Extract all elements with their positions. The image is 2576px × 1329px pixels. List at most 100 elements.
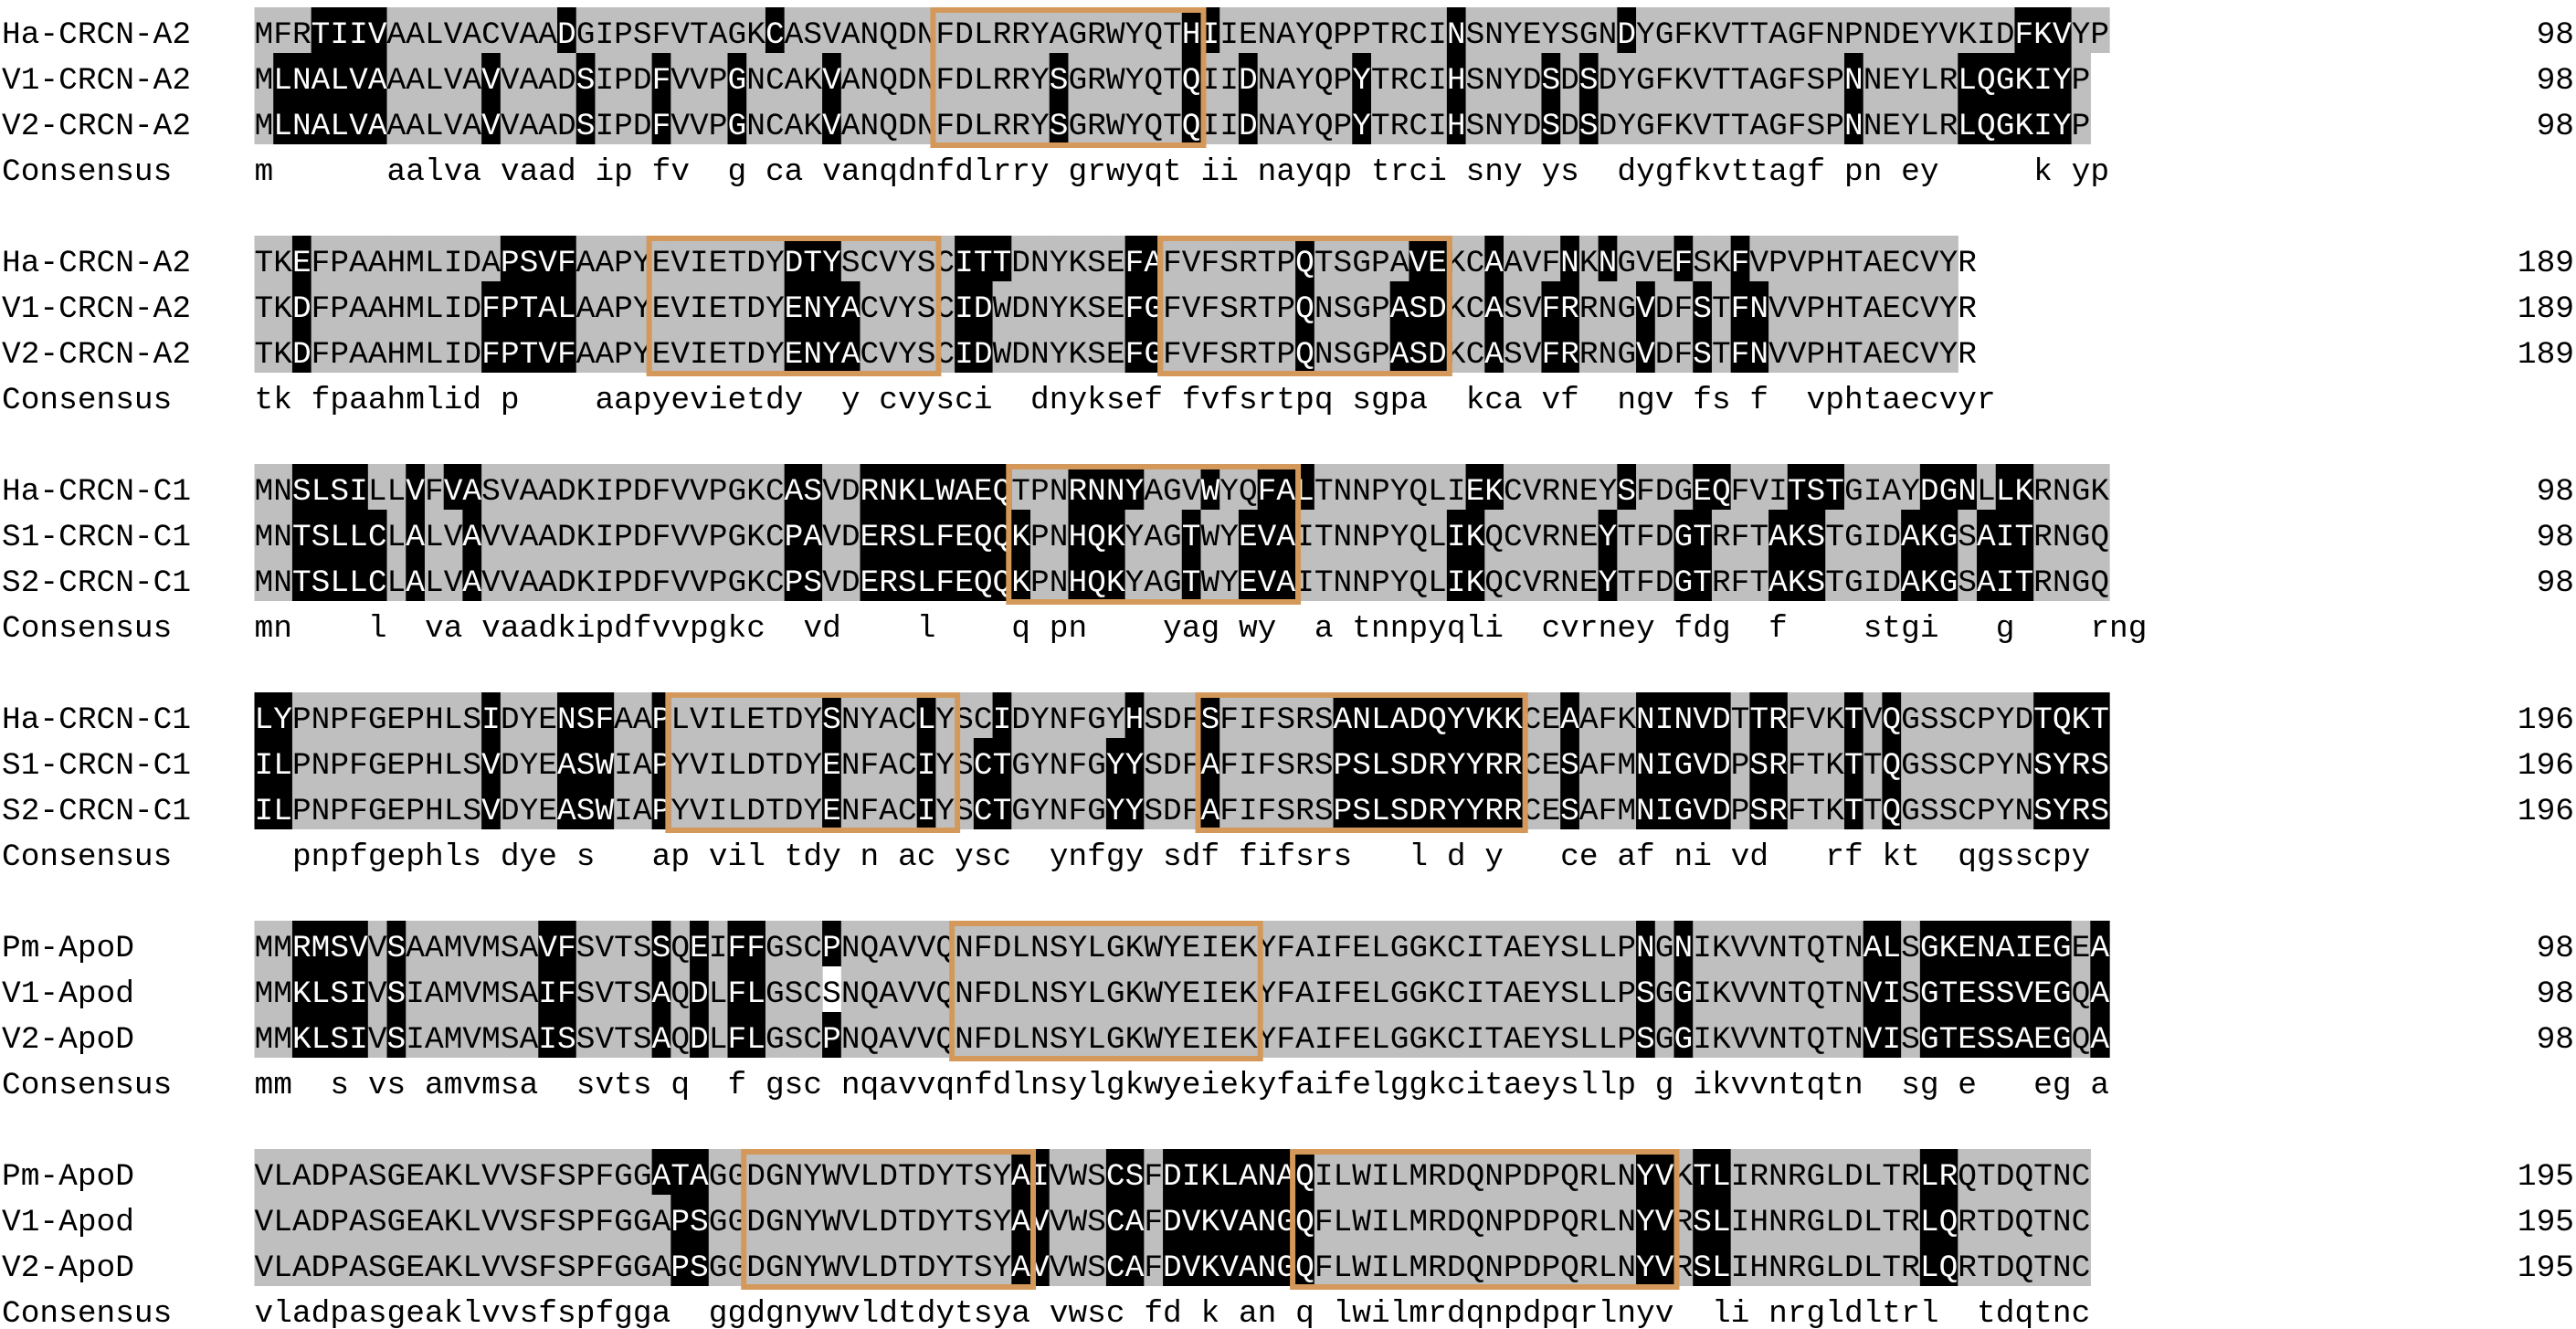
residue: D [1655, 520, 1674, 555]
residue: F [974, 931, 993, 966]
consensus-residue: f [1087, 839, 1106, 875]
residue-count: 98 [2537, 63, 2574, 99]
residue: A [1504, 1022, 1523, 1058]
residue: L [709, 1022, 728, 1058]
identical-residue-shade [2052, 53, 2073, 99]
residue: L [860, 1205, 880, 1240]
consensus-residue: v [822, 154, 841, 190]
consensus-residue: q [1144, 154, 1163, 190]
residue: S [1579, 63, 1599, 99]
similar-residue-shade [1636, 99, 1656, 144]
residue: S [1560, 1022, 1579, 1058]
residue: K [1712, 931, 1731, 966]
consensus-residue: e [2033, 1068, 2053, 1103]
residue: S [368, 1205, 387, 1240]
residue: N [955, 1022, 974, 1058]
residue: C [974, 702, 993, 738]
residue: Y [1352, 109, 1371, 144]
residue: R [1788, 1250, 1807, 1286]
residue: N [1768, 931, 1788, 966]
consensus-residue: a [444, 611, 463, 647]
residue: R [1087, 17, 1106, 53]
residue: H [1825, 246, 1844, 281]
consensus-residue: i [1428, 154, 1447, 190]
residue: K [2014, 63, 2033, 99]
residue: V [917, 931, 936, 966]
residue-count: 98 [2537, 109, 2574, 144]
residue: Q [1314, 63, 1334, 99]
identical-residue-shade [1352, 99, 1372, 144]
residue: I [709, 794, 728, 829]
residue: L [1920, 109, 1939, 144]
residue: V [501, 1205, 520, 1240]
consensus-residue: v [462, 1068, 481, 1103]
residue: S [690, 1205, 709, 1240]
residue: S [1334, 337, 1353, 373]
residue: V [1939, 17, 1958, 53]
consensus-residue: v [670, 611, 690, 647]
similar-residue-shade [1124, 7, 1145, 53]
similar-residue-shade [614, 7, 634, 53]
residue: D [1163, 1205, 1182, 1240]
consensus-residue: t [785, 839, 804, 875]
residue: G [709, 1250, 728, 1286]
residue: A [462, 565, 481, 601]
residue-count: 196 [2518, 794, 2574, 829]
identical-residue-shade [2052, 7, 2073, 53]
residue: N [841, 931, 860, 966]
residue: R [1579, 1250, 1599, 1286]
residue: D [1523, 109, 1542, 144]
consensus-residue: e [1901, 383, 1920, 418]
residue: C [1447, 1022, 1466, 1058]
residue: Y [935, 748, 955, 784]
residue: A [368, 337, 387, 373]
residue: I [1731, 1159, 1750, 1195]
residue: V [841, 1205, 860, 1240]
residue: Y [1125, 794, 1145, 829]
similar-residue-shade [1749, 7, 1769, 53]
residue: T [1484, 931, 1504, 966]
residue: A [1276, 17, 1295, 53]
consensus-residue: l [425, 154, 444, 190]
residue: N [1768, 1159, 1788, 1195]
residue: G [633, 1159, 652, 1195]
sequence-row: S2-CRCN-C1 I L P N P F G E P H L S V D Y E A S W I A P Y V I L D T D Y… [2, 784, 2574, 829]
residue: L [917, 520, 936, 555]
similar-residue-shade [1598, 99, 1618, 144]
residue: A [349, 246, 368, 281]
residue: A [1390, 337, 1409, 373]
consensus-residue: n [1863, 154, 1883, 190]
alignment-block: Ha-CRCN-C1 L Y P N P F G E P H L S I D Y E N S F A A P L V I L E T D Y… [2, 692, 2574, 875]
residue: A [406, 109, 425, 144]
residue: Y [1352, 63, 1371, 99]
residue: N [1030, 246, 1050, 281]
residue: E [746, 702, 765, 738]
residue: A [425, 976, 444, 1012]
similar-residue-shade [1389, 7, 1410, 53]
identical-residue-shade [2033, 53, 2053, 99]
consensus-residue: k [273, 383, 292, 418]
similar-residue-shade [1825, 99, 1845, 144]
consensus-residue: i [1484, 611, 1504, 647]
residue: P [1825, 63, 1844, 99]
residue: M [481, 976, 501, 1012]
residue: Q [1466, 1250, 1485, 1286]
residue: V [1731, 1022, 1750, 1058]
residue: M [255, 474, 274, 510]
residue: P [330, 702, 349, 738]
residue: Y [1030, 109, 1050, 144]
residue: I [1314, 1022, 1334, 1058]
consensus-residue: n [1617, 383, 1636, 418]
row-label: V2-CRCN-A2 [2, 109, 191, 144]
residue: F [1258, 748, 1277, 784]
residue: F [1219, 748, 1239, 784]
residue: P [1371, 337, 1390, 373]
residue: N [1599, 291, 1618, 327]
consensus-residue: l [368, 611, 387, 647]
similar-residue-shade [1219, 7, 1240, 53]
residue: I [406, 976, 425, 1012]
residue: S [1807, 474, 1826, 510]
row-label: Pm-ApoD [2, 1159, 134, 1195]
residue: V [1523, 337, 1542, 373]
residue: E [690, 931, 709, 966]
